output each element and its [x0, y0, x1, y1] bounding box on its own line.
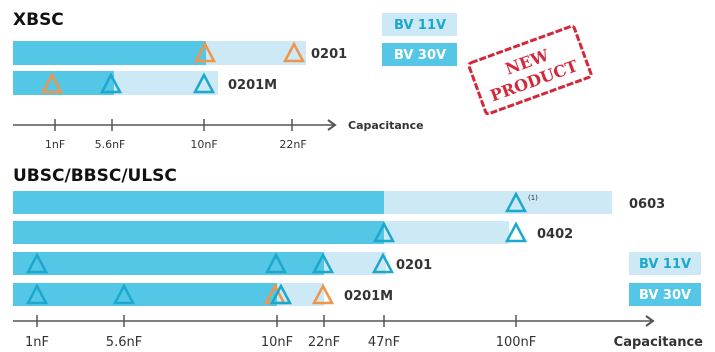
- triangle-marker-blue: [192, 72, 216, 94]
- legend-bv11-swatch: [382, 13, 457, 36]
- tick-label: 1nF: [45, 138, 65, 151]
- axis-label: Capacitance: [614, 335, 704, 350]
- triangle-marker-blue: [371, 252, 395, 274]
- triangle-marker-blue: [504, 221, 528, 243]
- row-label: 0201: [311, 47, 347, 62]
- legend-bottom: BV 11V BV 30V: [629, 252, 701, 306]
- row-label: 0201: [396, 258, 432, 273]
- ubsc-row-0201M: 0201M: [13, 283, 393, 306]
- triangle-marker-blue: [25, 283, 49, 305]
- tick-label: 1nF: [25, 335, 49, 350]
- tick-label: 10nF: [190, 138, 217, 151]
- legend-bv30-swatch: [629, 283, 701, 306]
- row-label: 0201M: [344, 289, 393, 304]
- stamp-border: [467, 24, 593, 116]
- legend-bv11-swatch: [629, 252, 701, 275]
- ubsc-row-0201: 0201: [13, 252, 432, 275]
- tick-label: 22nF: [279, 138, 306, 151]
- bar-bv30: [13, 71, 114, 95]
- triangle-marker-blue: [372, 221, 396, 243]
- legend-bv30-swatch: [382, 43, 457, 66]
- xbsc-axis: 1nF 5.6nF 10nF 22nF Capacitance: [13, 119, 424, 151]
- bar-bv30: [13, 221, 384, 244]
- triangle-marker-blue: [99, 72, 123, 94]
- tick-label: 100nF: [496, 335, 537, 350]
- bar-bv30: [13, 41, 206, 65]
- bar-bv11: [384, 221, 509, 244]
- xbsc-title: XBSC: [13, 10, 64, 30]
- new-product-stamp: NEW PRODUCT: [467, 24, 593, 116]
- legend-bv30-label: BV 30V: [639, 288, 691, 303]
- triangle-marker-blue: [269, 283, 293, 305]
- bar-bv30: [13, 283, 277, 306]
- triangle-marker-orange: [282, 41, 306, 63]
- triangle-marker-blue: [504, 191, 528, 213]
- legend-bv11-label: BV 11V: [394, 18, 446, 33]
- ubsc-title: UBSC/BBSC/ULSC: [13, 166, 177, 186]
- bar-bv30: [13, 191, 384, 214]
- triangle-marker-orange: [193, 41, 217, 63]
- ubsc-axis: 1nF 5.6nF 10nF 22nF 47nF 100nF Capacitan…: [13, 315, 703, 350]
- legend-bv11-label: BV 11V: [639, 257, 691, 272]
- tick-label: 47nF: [368, 335, 400, 350]
- triangle-marker-orange: [40, 72, 64, 94]
- legend-bv30-label: BV 30V: [394, 48, 446, 63]
- triangle-marker-orange: [311, 283, 335, 305]
- tick-label: 10nF: [261, 335, 293, 350]
- bar-bv11: [384, 191, 612, 214]
- legend: BV 11V BV 30V: [382, 13, 457, 66]
- bar-bv30: [13, 252, 324, 275]
- ubsc-row-0402: 0402: [13, 221, 573, 244]
- row-label: 0201M: [228, 78, 277, 93]
- tick-label: 5.6nF: [106, 335, 142, 350]
- triangle-marker-blue: [112, 283, 136, 305]
- triangle-marker-blue: [25, 252, 49, 274]
- xbsc-row-0201M: 0201M: [13, 71, 277, 95]
- xbsc-row-0201: 0201: [13, 41, 347, 65]
- bar-bv11: [324, 252, 386, 275]
- axis-label: Capacitance: [348, 119, 424, 132]
- ubsc-row-0603: (1) 0603: [13, 191, 665, 214]
- triangle-marker-blue: [311, 252, 335, 274]
- triangle-marker-blue: [264, 252, 288, 274]
- row-label: 0402: [537, 227, 573, 242]
- tick-label: 5.6nF: [95, 138, 126, 151]
- tick-label: 22nF: [308, 335, 340, 350]
- row-label: 0603: [629, 197, 665, 212]
- footnote-marker: (1): [528, 194, 538, 202]
